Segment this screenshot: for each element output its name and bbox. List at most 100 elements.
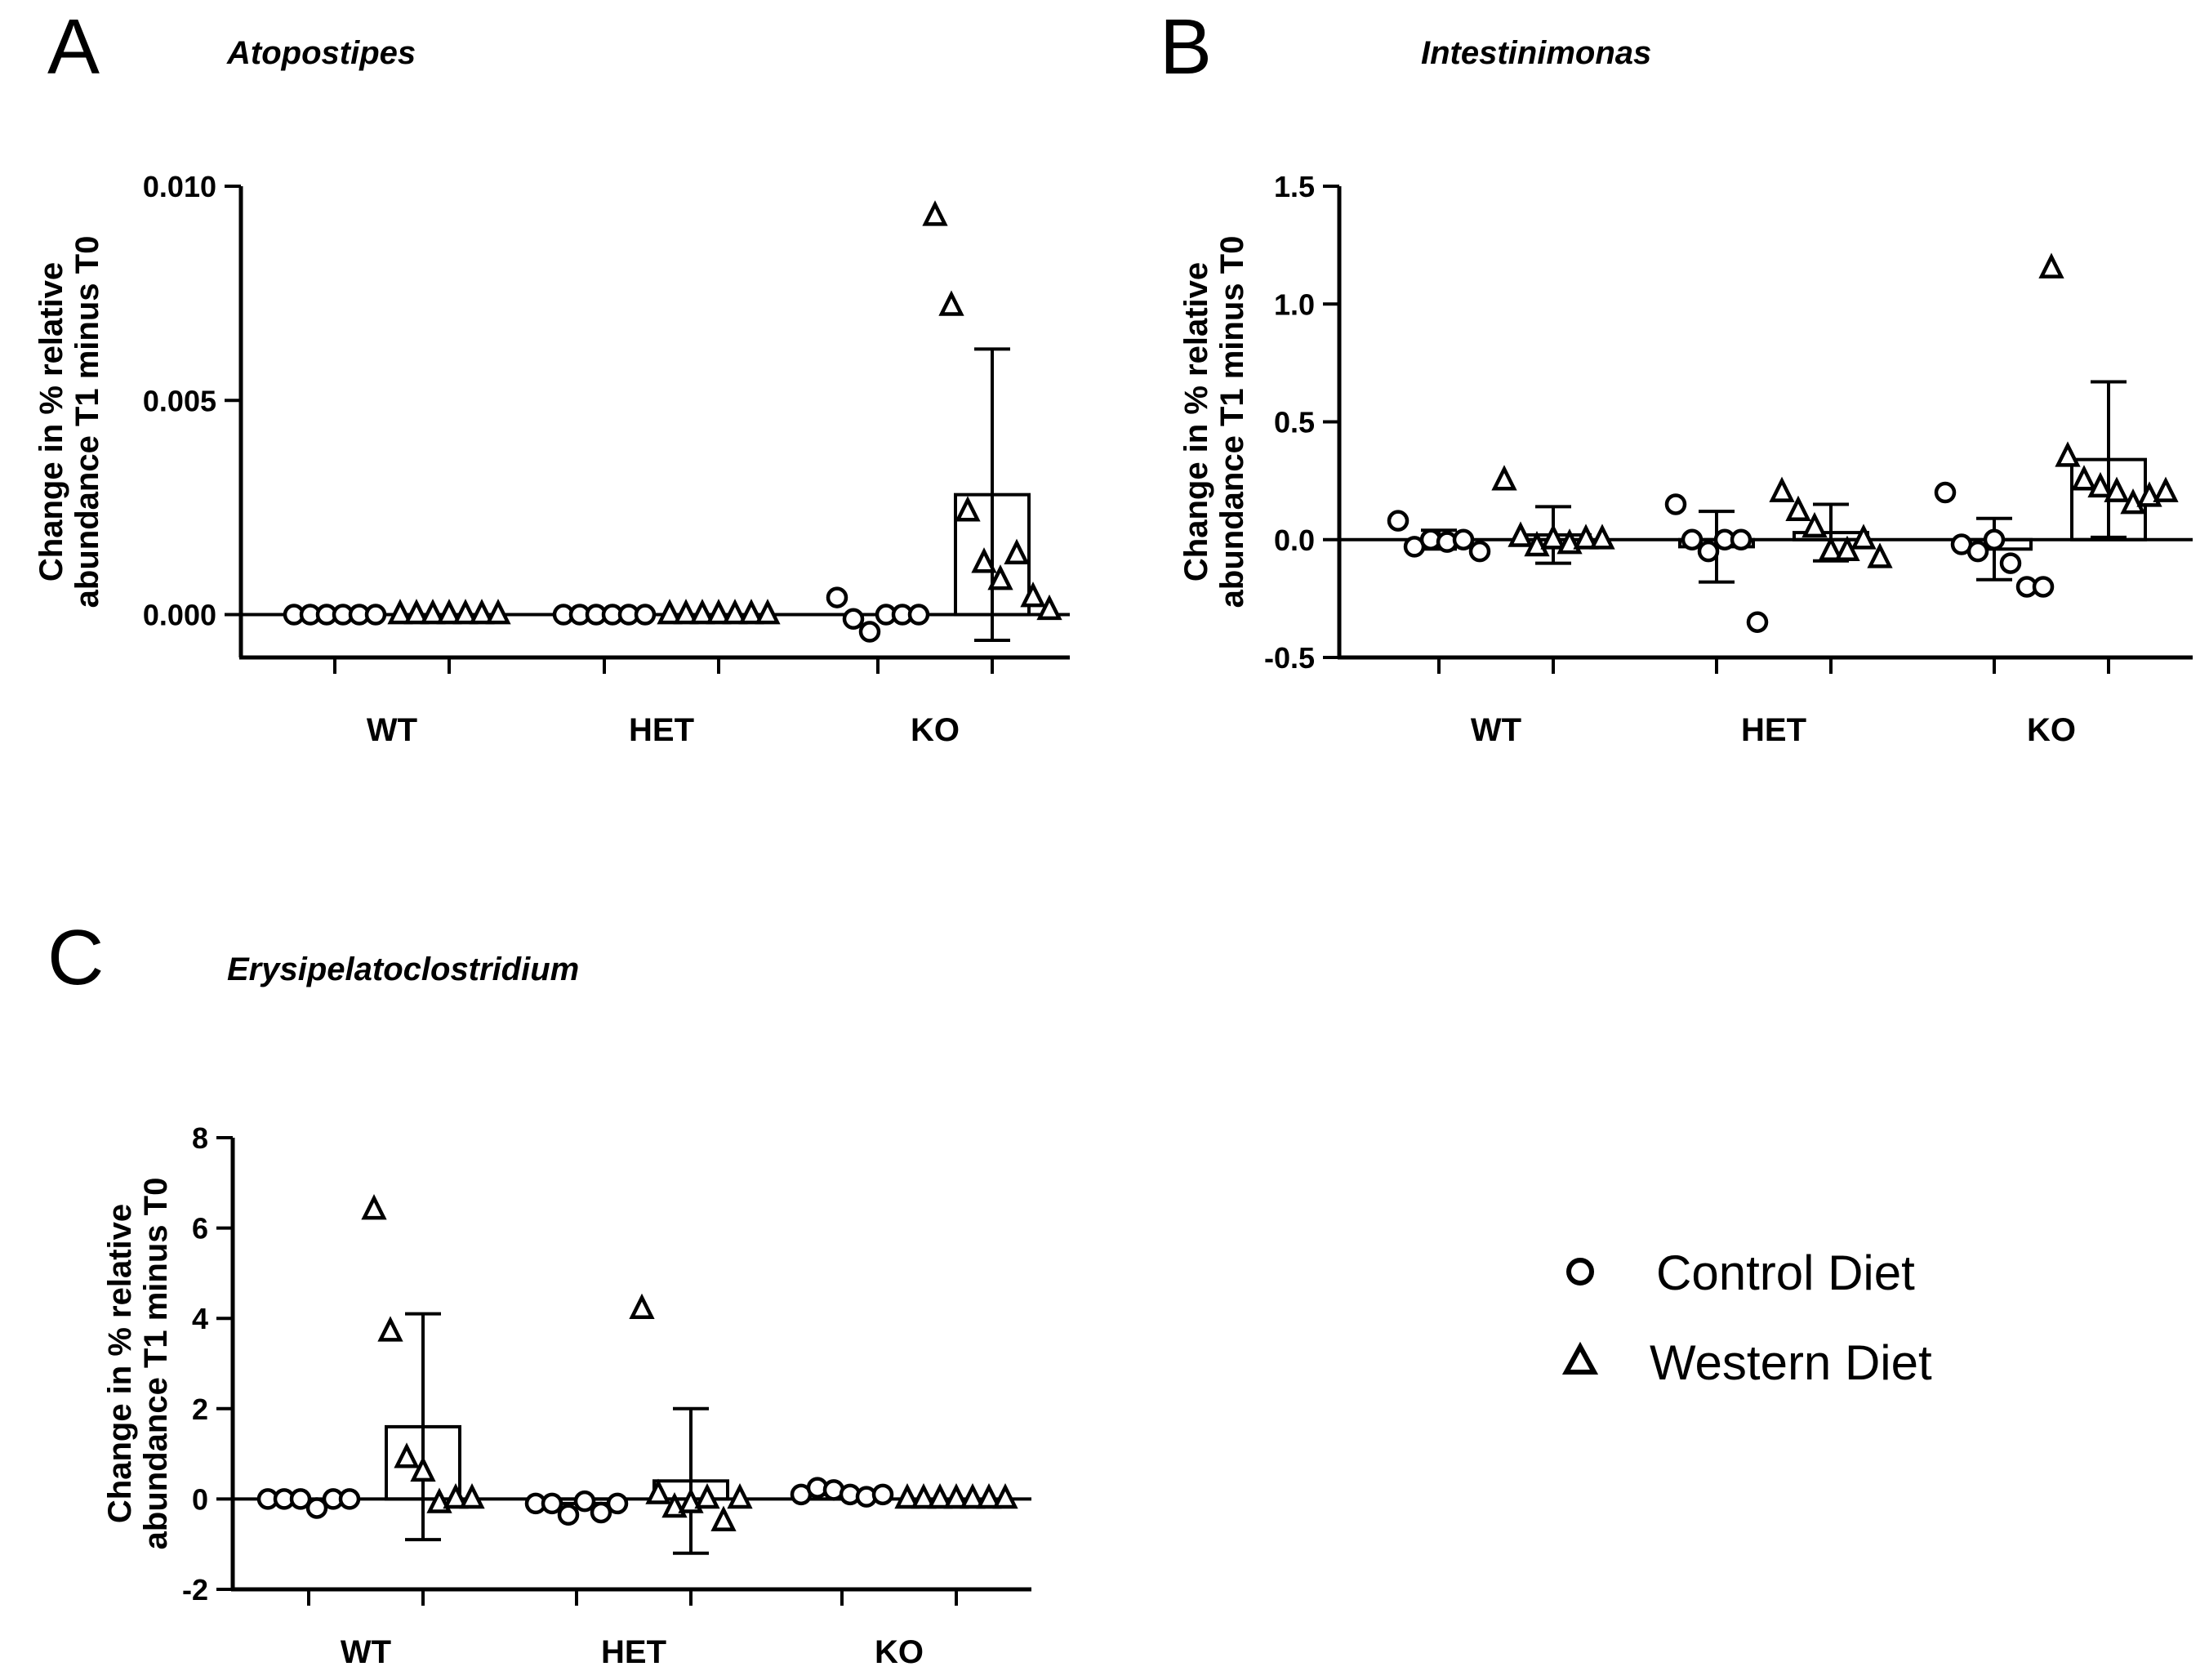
x-tick-label: KO bbox=[875, 1634, 924, 1670]
data-point-circle bbox=[634, 604, 657, 626]
x-tick-label: HET bbox=[1741, 712, 1806, 748]
data-point-triangle bbox=[987, 564, 1013, 590]
data-point-triangle bbox=[2071, 465, 2097, 491]
data-point-triangle bbox=[2087, 471, 2113, 498]
x-tick-label: KO bbox=[2027, 712, 2076, 748]
data-point-circle bbox=[557, 1504, 580, 1526]
y-axis-title-line2: abundance T1 minus T0 bbox=[1214, 236, 1250, 608]
data-point-triangle bbox=[1818, 535, 1844, 562]
panel-b: B Intestinimonas -0.5 0.0 0.5 1.0 1.5 Change in… bbox=[1160, 3, 2193, 748]
legend: Control Diet Western Diet bbox=[1561, 1246, 1932, 1390]
panel-letter: C bbox=[47, 914, 104, 1001]
data-point-circle bbox=[907, 604, 930, 626]
data-point-triangle bbox=[1036, 594, 1062, 621]
data-point-triangle bbox=[377, 1316, 403, 1342]
chart-title: Erysipelatoclostridium bbox=[227, 951, 579, 987]
data-point-circle bbox=[1730, 528, 1753, 550]
legend-label: Western Diet bbox=[1650, 1335, 1932, 1390]
data-point-circle bbox=[1468, 540, 1491, 563]
data-point-triangle bbox=[894, 1482, 920, 1509]
data-point-triangle bbox=[459, 1482, 485, 1509]
chart-title: Intestinimonas bbox=[1421, 35, 1651, 71]
data-point-triangle bbox=[971, 547, 997, 573]
data-point-circle bbox=[590, 1501, 612, 1524]
data-point-triangle bbox=[443, 1482, 469, 1509]
data-point-triangle bbox=[1785, 495, 1811, 521]
y-tick-label: 4 bbox=[192, 1302, 208, 1335]
data-point-triangle bbox=[403, 599, 430, 625]
data-point-circle bbox=[842, 608, 865, 631]
data-point-triangle bbox=[1867, 542, 1893, 568]
data-point-triangle bbox=[992, 1482, 1018, 1509]
panel-c: C Erysipelatoclostridium -2 0 2 4 6 8 Change in … bbox=[47, 914, 1031, 1670]
x-tick-label: KO bbox=[911, 712, 960, 748]
data-point-triangle bbox=[1524, 530, 1550, 557]
data-point-circle bbox=[1664, 493, 1687, 515]
data-point-triangle bbox=[1834, 535, 1860, 562]
data-point-triangle bbox=[927, 1482, 953, 1509]
data-point-triangle bbox=[960, 1482, 986, 1509]
data-point-triangle bbox=[657, 599, 683, 625]
data-point-triangle bbox=[2038, 252, 2064, 279]
data-point-triangle bbox=[738, 599, 764, 625]
data-point-triangle bbox=[673, 599, 699, 625]
data-point-triangle bbox=[629, 1293, 655, 1319]
y-axis-title-line1: Change in % relative bbox=[33, 262, 69, 582]
data-point-triangle bbox=[2104, 476, 2130, 502]
y-axis-title-line2: abundance T1 minus T0 bbox=[138, 1178, 174, 1550]
y-tick-label: -2 bbox=[182, 1573, 208, 1606]
y-tick-label: 0.000 bbox=[143, 599, 216, 632]
data-point-triangle bbox=[689, 599, 715, 625]
y-tick-label: 0.005 bbox=[143, 384, 216, 417]
data-point-circle bbox=[541, 1492, 563, 1515]
data-point-triangle bbox=[1020, 582, 1046, 608]
x-tick-label: WT bbox=[1471, 712, 1521, 748]
x-tick-label: HET bbox=[601, 1634, 666, 1670]
y-tick-label: 8 bbox=[192, 1121, 208, 1155]
data-point-triangle bbox=[452, 599, 479, 625]
data-point-triangle bbox=[1589, 524, 1615, 550]
data-point-circle bbox=[871, 1483, 894, 1506]
data-point-triangle bbox=[938, 290, 964, 316]
y-tick-label: 0.0 bbox=[1274, 524, 1315, 557]
data-point-triangle bbox=[420, 599, 446, 625]
data-point-triangle bbox=[1491, 465, 1517, 491]
y-tick-label: 0.010 bbox=[143, 170, 216, 203]
data-point-triangle bbox=[361, 1194, 387, 1220]
data-point-circle bbox=[1681, 528, 1704, 550]
y-tick-label: 1.5 bbox=[1274, 170, 1315, 203]
data-point-circle bbox=[573, 1490, 596, 1513]
data-point-circle bbox=[289, 1488, 312, 1510]
data-point-triangle bbox=[755, 599, 781, 625]
data-point-triangle bbox=[1769, 476, 1795, 502]
data-point-triangle bbox=[2153, 476, 2179, 502]
legend-circle-icon bbox=[1566, 1258, 1594, 1286]
data-point-circle bbox=[606, 1492, 629, 1515]
x-tick-label: WT bbox=[341, 1634, 391, 1670]
y-tick-label: 0.5 bbox=[1274, 406, 1315, 439]
data-point-circle bbox=[1697, 540, 1720, 563]
data-point-triangle bbox=[955, 496, 981, 522]
data-point-triangle bbox=[922, 200, 948, 226]
data-point-circle bbox=[1966, 540, 1989, 563]
data-point-circle bbox=[1999, 552, 2022, 574]
data-point-circle bbox=[1746, 611, 1769, 633]
data-point-triangle bbox=[436, 599, 462, 625]
legend-triangle-icon bbox=[1561, 1341, 1599, 1375]
chart-title: Atopostipes bbox=[226, 35, 416, 71]
data-point-triangle bbox=[2120, 488, 2146, 515]
data-point-triangle bbox=[1004, 538, 1030, 564]
data-point-triangle bbox=[1540, 524, 1566, 550]
panel-letter: A bbox=[47, 3, 100, 91]
data-point-triangle bbox=[410, 1455, 436, 1482]
data-point-triangle bbox=[710, 1505, 737, 1531]
data-point-triangle bbox=[645, 1478, 671, 1504]
data-point-circle bbox=[338, 1488, 361, 1510]
data-point-circle bbox=[1452, 528, 1475, 550]
y-tick-label: 1.0 bbox=[1274, 287, 1315, 321]
panel-letter: B bbox=[1160, 3, 1212, 91]
data-point-circle bbox=[826, 586, 848, 608]
data-point-triangle bbox=[1573, 524, 1599, 550]
y-tick-label: 6 bbox=[192, 1212, 208, 1246]
